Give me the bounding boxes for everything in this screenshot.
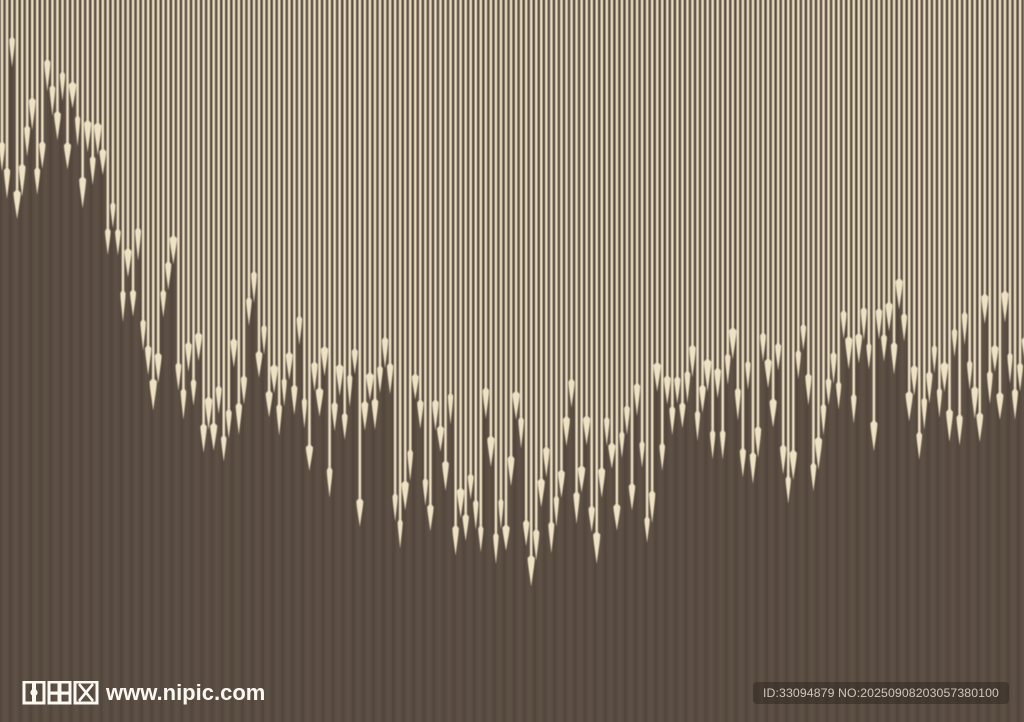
svg-text:www.nipic.com: www.nipic.com <box>105 681 265 705</box>
